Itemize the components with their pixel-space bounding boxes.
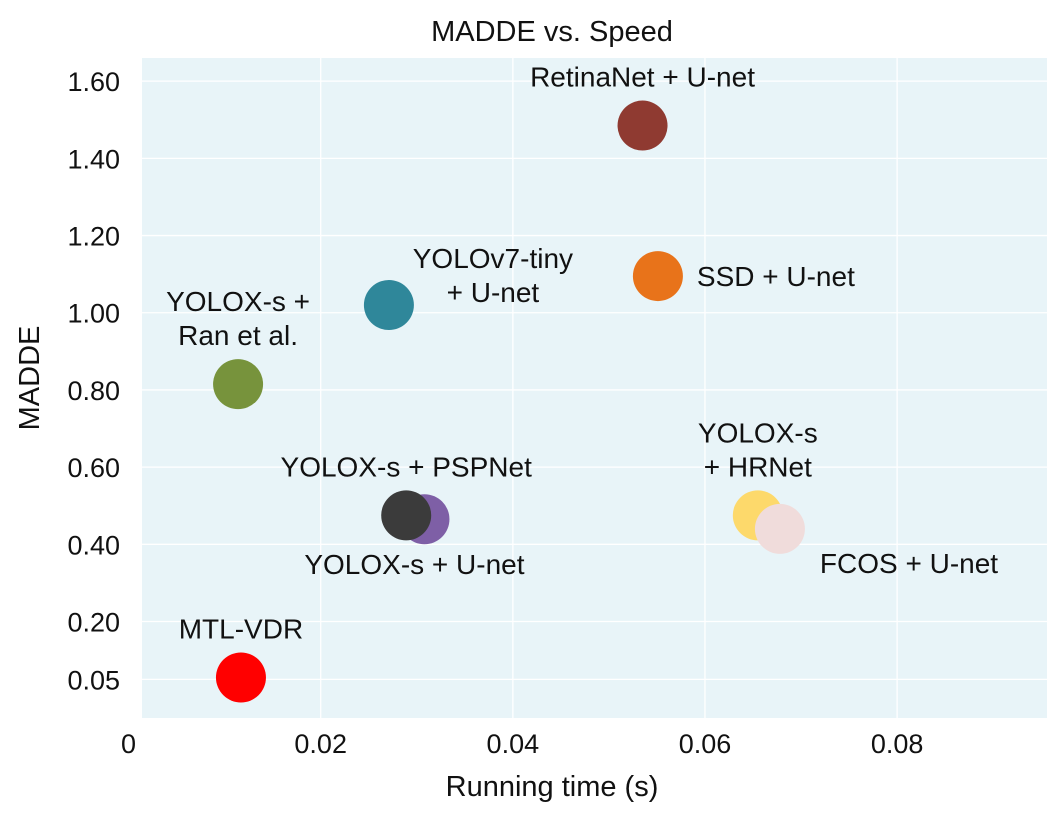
y-tick-label: 1.40 — [67, 144, 120, 174]
point-label: MTL-VDR — [179, 613, 303, 644]
y-tick-label: 1.60 — [67, 67, 120, 97]
x-tick-label: 0.06 — [679, 729, 732, 759]
y-tick-label: 1.00 — [67, 299, 120, 329]
point-label: YOLOX-s + HRNet — [698, 417, 818, 482]
y-tick-label: 0.20 — [67, 608, 120, 638]
point-label: YOLOX-s + Ran et al. — [166, 286, 310, 351]
point-label: YOLOv7-tiny + U-net — [413, 243, 573, 308]
tick-labels: 0 0.02 0.04 0.06 0.08 0.05 0.20 0.40 0.60 0.80 1.0… — [67, 67, 923, 759]
x-axis-label: Running time (s) — [446, 771, 659, 803]
point-label: FCOS + U-net — [820, 548, 998, 579]
data-point — [754, 503, 805, 554]
data-point — [381, 490, 432, 541]
x-tick-label: 0 — [121, 729, 136, 759]
x-tick-label: 0.04 — [487, 729, 540, 759]
y-tick-label: 1.20 — [67, 222, 120, 252]
x-tick-label: 0.08 — [871, 729, 924, 759]
plot-area — [142, 58, 1047, 718]
point-label: RetinaNet + U-net — [530, 62, 755, 93]
point-label: YOLOX-s + U-net — [304, 549, 524, 580]
data-point — [363, 280, 414, 331]
point-label: YOLOX-s + PSPNet — [281, 451, 533, 482]
y-tick-label: 0.80 — [67, 376, 120, 406]
data-point — [632, 251, 683, 302]
y-tick-label: 0.05 — [67, 665, 120, 695]
y-axis-label: MADDE — [14, 326, 46, 431]
data-points — [213, 100, 805, 703]
point-label: SSD + U-net — [697, 261, 855, 292]
y-tick-label: 0.40 — [67, 530, 120, 560]
chart-title: MADDE vs. Speed — [431, 16, 673, 48]
point-labels: RetinaNet + U-net SSD + U-net YOLOv7-tiny +… — [166, 62, 998, 645]
x-tick-label: 0.02 — [294, 729, 347, 759]
grid-lines — [142, 58, 1047, 718]
data-point — [215, 652, 266, 703]
data-point — [213, 359, 264, 410]
y-tick-label: 0.60 — [67, 453, 120, 483]
data-point — [617, 100, 668, 151]
